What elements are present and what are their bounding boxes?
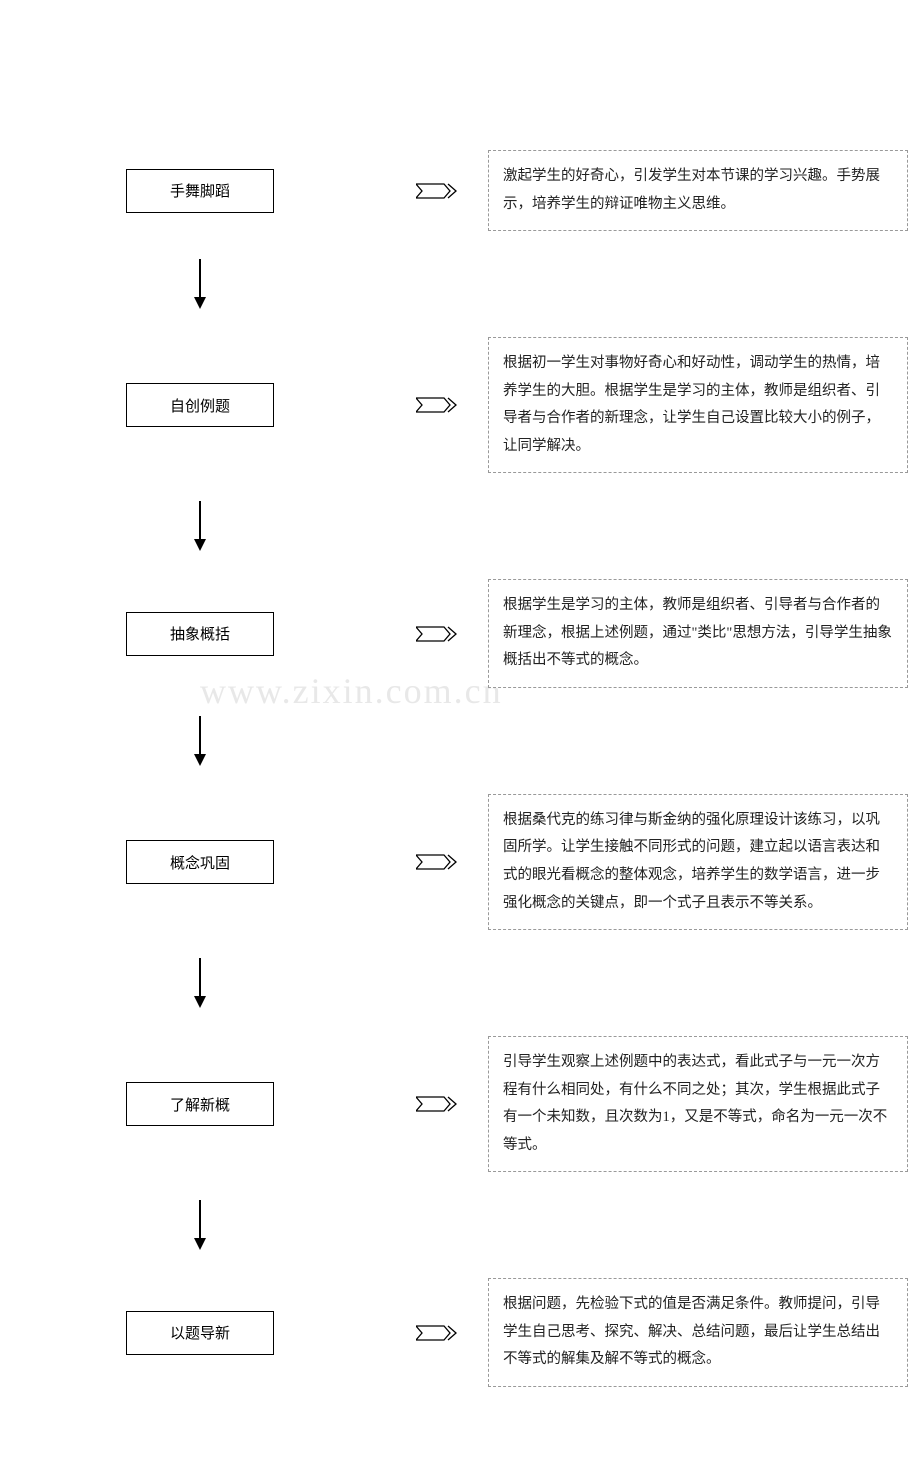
flow-row: 概念巩固 根据桑代克的练习律与斯金纳的强化原理设计该练习，以巩固所学。让学生接触… [0, 794, 920, 930]
flow-node-3: 抽象概括 [126, 612, 274, 656]
arrow-down-icon [190, 716, 210, 766]
flow-row: 以题导新 根据问题，先检验下式的值是否满足条件。教师提问，引导学生自己思考、探究… [0, 1278, 920, 1387]
desc-box-4: 根据桑代克的练习律与斯金纳的强化原理设计该练习，以巩固所学。让学生接触不同形式的… [488, 794, 908, 930]
left-column: 以题导新 [0, 1311, 400, 1355]
down-arrow-wrap [0, 473, 400, 579]
flow-node-4: 概念巩固 [126, 840, 274, 884]
flow-row: 自创例题 根据初一学生对事物好奇心和好动性，调动学生的热情，培养学生的大胆。根据… [0, 337, 920, 473]
desc-box-2: 根据初一学生对事物好奇心和好动性，调动学生的热情，培养学生的大胆。根据学生是学习… [488, 337, 908, 473]
arrow-right-icon [416, 1094, 460, 1114]
left-column: 手舞脚蹈 [0, 169, 400, 213]
flow-row: 手舞脚蹈 激起学生的好奇心，引发学生对本节课的学习兴趣。手势展示，培养学生的辩证… [0, 150, 920, 231]
left-column: 抽象概括 [0, 612, 400, 656]
down-arrow-wrap [0, 688, 400, 794]
arrow-down-icon [190, 259, 210, 309]
arrow-down-icon [190, 958, 210, 1008]
left-column: 概念巩固 [0, 840, 400, 884]
desc-box-6: 根据问题，先检验下式的值是否满足条件。教师提问，引导学生自己思考、探究、解决、总… [488, 1278, 908, 1387]
arrow-right-icon [416, 1323, 460, 1343]
arrow-right-icon [416, 624, 460, 644]
arrow-right-icon [416, 852, 460, 872]
left-column: 了解新概 [0, 1082, 400, 1126]
arrow-down-icon [190, 501, 210, 551]
flow-node-6: 以题导新 [126, 1311, 274, 1355]
arrow-right-icon [416, 395, 460, 415]
flow-node-1: 手舞脚蹈 [126, 169, 274, 213]
down-arrow-wrap [0, 930, 400, 1036]
flow-row: 了解新概 引导学生观察上述例题中的表达式，看此式子与一元一次方程有什么相同处，有… [0, 1036, 920, 1172]
flow-node-5: 了解新概 [126, 1082, 274, 1126]
left-column: 自创例题 [0, 383, 400, 427]
desc-box-1: 激起学生的好奇心，引发学生对本节课的学习兴趣。手势展示，培养学生的辩证唯物主义思… [488, 150, 908, 231]
flow-node-2: 自创例题 [126, 383, 274, 427]
flowchart-container: 手舞脚蹈 激起学生的好奇心，引发学生对本节课的学习兴趣。手势展示，培养学生的辩证… [0, 150, 920, 1387]
flow-row: 抽象概括 根据学生是学习的主体，教师是组织者、引导者与合作者的新理念，根据上述例… [0, 579, 920, 688]
desc-box-3: 根据学生是学习的主体，教师是组织者、引导者与合作者的新理念，根据上述例题，通过"… [488, 579, 908, 688]
down-arrow-wrap [0, 1172, 400, 1278]
arrow-right-icon [416, 181, 460, 201]
arrow-down-icon [190, 1200, 210, 1250]
down-arrow-wrap [0, 231, 400, 337]
desc-box-5: 引导学生观察上述例题中的表达式，看此式子与一元一次方程有什么相同处，有什么不同之… [488, 1036, 908, 1172]
